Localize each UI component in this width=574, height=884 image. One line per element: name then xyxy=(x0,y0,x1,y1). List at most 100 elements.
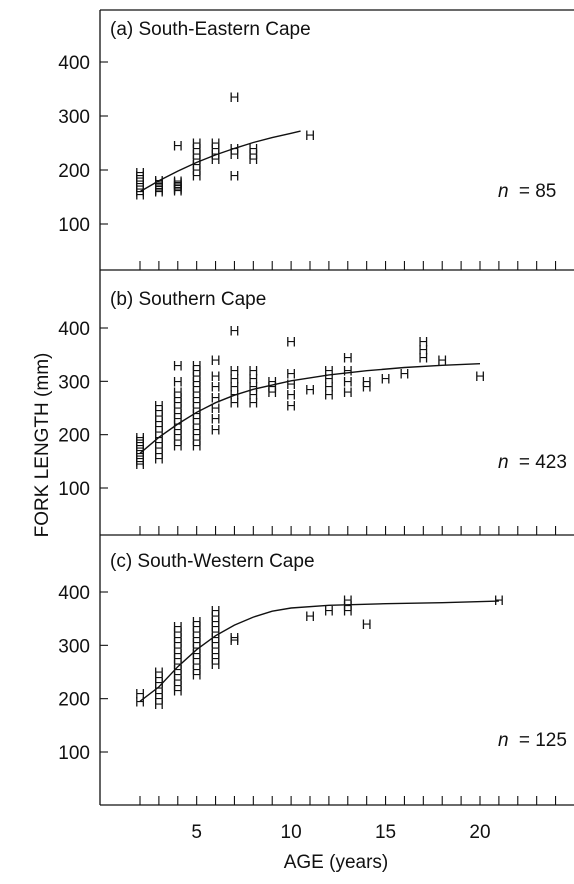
panel-b-data-point: H xyxy=(324,379,334,395)
panel-b-data-point: H xyxy=(437,352,447,368)
panel-b-data-point: H xyxy=(286,387,296,403)
panel-b-data-point: H xyxy=(192,379,202,395)
panel-c-data-point: H xyxy=(210,624,220,640)
panel-b-data-point: H xyxy=(135,432,145,448)
panel-b-data-point: H xyxy=(135,451,145,467)
panel-b-data-point: H xyxy=(399,365,409,381)
panel-a-data-point: H xyxy=(305,127,315,143)
panel-c-data-point: H xyxy=(210,651,220,667)
panel-b-title: (b) Southern Cape xyxy=(110,289,266,310)
panel-c-data-point: H xyxy=(192,613,202,629)
panel-b-data-point: H xyxy=(343,363,353,379)
panel-b-data-point: H xyxy=(192,395,202,411)
panel-c-title: (c) South-Western Cape xyxy=(110,551,315,572)
panel-b-y-tick-label: 100 xyxy=(58,479,90,500)
panel-b-data-point: H xyxy=(135,440,145,456)
panel-a-fit-curve xyxy=(139,130,301,193)
panel-b-data-point: H xyxy=(135,435,145,451)
panel-b-data-point: H xyxy=(192,437,202,453)
panel-b-data-point: H xyxy=(154,429,164,445)
panel-c-data-point: H xyxy=(192,619,202,635)
panel-b-data-point: H xyxy=(154,424,164,440)
panel-b-data-point: H xyxy=(286,397,296,413)
panel-c-data-point: H xyxy=(154,680,164,696)
panel-a-y-tick-label: 400 xyxy=(58,53,90,74)
panel-c-data-point: H xyxy=(173,624,183,640)
panel-a-data-point: H xyxy=(210,140,220,156)
panel-b-data-point: H xyxy=(229,323,239,339)
panel-a-data-point: H xyxy=(192,167,202,183)
panel-b-data-point: H xyxy=(135,445,145,461)
panel-c-x-tick-label: 15 xyxy=(375,822,396,843)
panel-c-data-point: H xyxy=(192,629,202,645)
panel-c-data-point: H xyxy=(173,656,183,672)
panel-a-data-point: H xyxy=(248,151,258,167)
panel-b-data-point: H xyxy=(154,451,164,467)
panel-b-data-point: H xyxy=(173,427,183,443)
panel-c-data-point: H xyxy=(192,640,202,656)
panel-a-data-point: H xyxy=(154,174,164,190)
panel-b-data-point: H xyxy=(192,432,202,448)
panel-c-data-point: H xyxy=(135,685,145,701)
panel-a-y-tick-label: 100 xyxy=(58,215,90,236)
panel-a-data-point: H xyxy=(173,181,183,197)
panel-c-data-point: H xyxy=(173,635,183,651)
panel-c-data-point: H xyxy=(343,603,353,619)
panel-a-n-symbol: n xyxy=(498,181,509,202)
panel-b-data-point: H xyxy=(248,395,258,411)
panel-c-data-point: H xyxy=(229,629,239,645)
panel-b-axes: 100 200 300 400 xyxy=(58,270,574,536)
panel-c-x-tick-label: 10 xyxy=(281,822,302,843)
panel-c-data-point: H xyxy=(192,651,202,667)
panel-b-data-point: H xyxy=(267,373,277,389)
panel-a-data-point: H xyxy=(248,146,258,162)
panel-b-data-point: H xyxy=(248,387,258,403)
panel-a-data-point: H xyxy=(154,180,164,196)
panel-b-data-point: H xyxy=(229,387,239,403)
panel-c-y-tick-label: 100 xyxy=(58,743,90,764)
panel-b-data-point: H xyxy=(135,437,145,453)
panel-b-data-point: H xyxy=(192,389,202,405)
panel-c-data-point: H xyxy=(173,683,183,699)
panel-b-y-tick-label: 200 xyxy=(58,426,90,447)
panel-b-data-point: H xyxy=(192,363,202,379)
panel-b-data-point: H xyxy=(248,363,258,379)
panel-b-data-point: H xyxy=(135,448,145,464)
panel-c-y-tick-label: 300 xyxy=(58,636,90,657)
panel-c-x-tick-label: 20 xyxy=(469,822,490,843)
panel-b-data-point: H xyxy=(286,365,296,381)
panel-b-data-point: H xyxy=(154,445,164,461)
panel-a-data-point: H xyxy=(173,179,183,195)
panel-a-data-point: H xyxy=(173,176,183,192)
panel-a-data-point: H xyxy=(135,184,145,200)
panel-a-title: (a) South-Eastern Cape xyxy=(110,19,311,40)
panel-c-data-point: H xyxy=(192,624,202,640)
panel-c-x-tick-label: 5 xyxy=(191,822,202,843)
panel-a-data-point: H xyxy=(173,174,183,190)
panel-b-data-point: H xyxy=(324,387,334,403)
panel-b-data-point: H xyxy=(343,373,353,389)
panel-a-data-point: H xyxy=(210,146,220,162)
panel-b-data-point: H xyxy=(173,416,183,432)
panel-c: 100 200 300 400 5 10 15 20 (c) South-Western Ca… xyxy=(58,535,574,843)
panel-a-data-point: H xyxy=(192,151,202,167)
panel-c-data-point: H xyxy=(210,603,220,619)
panel-b-data-point: H xyxy=(229,379,239,395)
panel-b-data-point: H xyxy=(380,371,390,387)
panel-c-data-point: H xyxy=(305,608,315,624)
panel-b-data-point: H xyxy=(173,405,183,421)
panel-b-data-point: H xyxy=(173,373,183,389)
panel-b-data-point: H xyxy=(135,443,145,459)
panel-a-data-point: H xyxy=(135,165,145,181)
panel-c-data-point: H xyxy=(210,629,220,645)
panel-c-data-point: H xyxy=(362,616,372,632)
panel-a-data-point: H xyxy=(135,176,145,192)
panel-b-data-point: H xyxy=(135,429,145,445)
panel-c-data-point: H xyxy=(192,656,202,672)
panel-b-data-point: H xyxy=(154,440,164,456)
panel-a-data-point: H xyxy=(173,183,183,199)
panel-b-data-point: H xyxy=(173,421,183,437)
panel-c-fit-curve xyxy=(139,600,499,702)
y-axis-title: FORK LENGTH (mm) xyxy=(32,353,53,538)
